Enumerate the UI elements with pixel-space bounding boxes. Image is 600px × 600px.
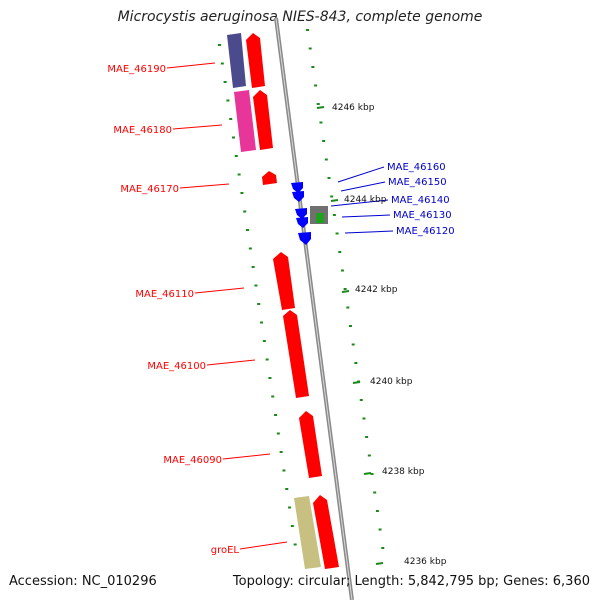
gene-label-mae-46100[interactable]: MAE_46100 — [147, 361, 206, 372]
gene-label-mae-46190[interactable]: MAE_46190 — [107, 64, 166, 75]
gene-label-groel[interactable]: groEL — [211, 545, 240, 556]
gene-label-mae-46180[interactable]: MAE_46180 — [113, 125, 172, 136]
gene-mae-46140-shape — [295, 208, 307, 219]
gene-mae-46150-shape — [292, 191, 304, 202]
gene-label-mae-46120[interactable]: MAE_46120 — [396, 226, 455, 237]
gene-mae-46160-shape — [291, 182, 303, 193]
gene-mae-46180-shape — [253, 90, 273, 150]
feature-magenta — [234, 90, 256, 152]
accession-label: Accession: NC_010296 — [9, 574, 157, 589]
map-title: Microcystis aeruginosa NIES-843, complet… — [117, 9, 483, 25]
feature-olive — [294, 496, 321, 569]
gene-mae-46190-shape — [246, 33, 265, 88]
gene-label-mae-46130[interactable]: MAE_46130 — [393, 210, 452, 221]
genome-stats-label: Topology: circular; Length: 5,842,795 bp… — [232, 574, 590, 589]
gene-label-mae-46170[interactable]: MAE_46170 — [120, 184, 179, 195]
scale-label-4244: 4244 kbp — [344, 195, 387, 205]
scale-ticks — [218, 29, 385, 549]
gene-label-mae-46150[interactable]: MAE_46150 — [388, 177, 447, 188]
gene-mae-46090-shape — [299, 411, 322, 478]
scale-label-4246: 4246 kbp — [332, 103, 375, 113]
gene-label-mae-46160[interactable]: MAE_46160 — [387, 162, 446, 173]
gene-groel-shape — [313, 495, 339, 569]
scale-label-4242: 4242 kbp — [355, 285, 398, 295]
scale-label-4236: 4236 kbp — [404, 557, 447, 567]
gene-label-mae-46110[interactable]: MAE_46110 — [135, 289, 194, 300]
gene-mae-46120-shape — [298, 232, 311, 245]
scale-label-4240: 4240 kbp — [370, 377, 413, 387]
gene-label-mae-46090[interactable]: MAE_46090 — [163, 455, 222, 466]
gene-mae-46170-shape — [262, 171, 277, 185]
feature-green — [316, 213, 324, 223]
gene-mae-46110-shape — [273, 252, 295, 310]
scale-label-4238: 4238 kbp — [382, 467, 425, 477]
gene-mae-46100-shape — [283, 310, 309, 398]
gene-mae-46130-shape — [296, 217, 308, 228]
feature-purple — [227, 33, 246, 88]
gene-label-mae-46140[interactable]: MAE_46140 — [391, 195, 450, 206]
